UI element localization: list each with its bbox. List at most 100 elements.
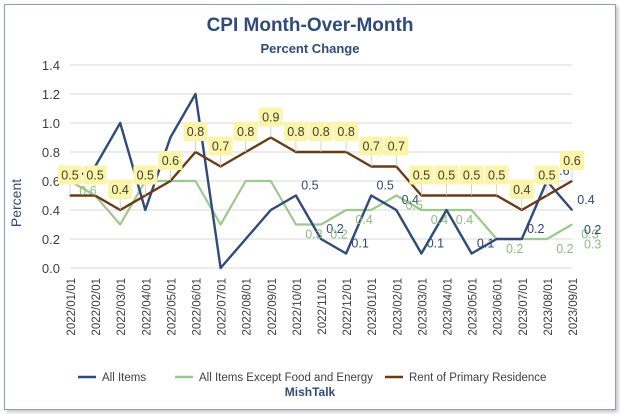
data-point	[119, 122, 121, 124]
data-point	[295, 223, 297, 226]
label-highlight	[83, 165, 108, 185]
data-point	[119, 223, 121, 226]
x-tick-label: 2022/10/01	[292, 278, 304, 336]
label-highlight	[58, 165, 82, 185]
x-tick-label: 2022/04/01	[141, 278, 153, 336]
y-tick-label: 0.4	[42, 203, 60, 218]
data-point	[144, 209, 147, 211]
data-label: 0.7	[212, 140, 229, 154]
data-label: 0.4	[456, 213, 473, 227]
y-tick-labels: 0.0 0.2 0.4 0.6 0.8 1.0 1.2 1.4	[42, 58, 60, 276]
data-label: 0.5	[463, 169, 480, 183]
data-label: 0.6	[79, 184, 96, 198]
label-highlight	[359, 136, 384, 156]
label-highlight	[434, 165, 459, 185]
x-tick-label: 2023/03/01	[417, 278, 429, 336]
data-point	[470, 209, 473, 211]
data-label: 0.5	[301, 179, 318, 193]
data-point	[244, 180, 247, 182]
legend: All Items All Items Except Food and Energ…	[78, 372, 546, 384]
data-label: 0.2	[330, 228, 347, 242]
label-highlight	[258, 107, 283, 127]
label-highlight	[133, 165, 158, 185]
y-axis-title: Percent	[8, 179, 24, 227]
data-label: 0.3	[305, 228, 322, 242]
data-point	[571, 209, 573, 211]
data-label: 0.8	[337, 125, 354, 139]
legend-label: Rent of Primary Residence	[409, 372, 546, 384]
data-label: 0.1	[477, 237, 494, 251]
label-highlight	[560, 151, 584, 170]
x-tick-label: 2023/09/01	[568, 278, 580, 336]
source-label: MishTalk	[285, 385, 336, 399]
data-label: 0.4	[431, 213, 448, 227]
data-point	[345, 252, 347, 255]
chart-title: CPI Month-Over-Month	[207, 15, 414, 36]
data-point	[194, 180, 197, 182]
x-tick-label: 2023/08/01	[543, 278, 555, 336]
data-label: 0.4	[355, 213, 372, 227]
chart-subtitle: Percent Change	[261, 41, 360, 56]
data-point	[470, 252, 473, 255]
data-label: 0.2	[556, 242, 573, 256]
data-label: 0.5	[413, 169, 430, 183]
data-point	[571, 223, 573, 226]
data-label: 0.3	[584, 238, 601, 252]
y-tick-label: 0.0	[42, 261, 60, 276]
x-tick-label: 2023/02/01	[392, 278, 404, 336]
data-point	[370, 194, 373, 197]
label-highlight	[534, 165, 559, 185]
label-highlight	[183, 122, 208, 141]
y-tick-label: 1.0	[42, 116, 60, 131]
data-label: 0.4	[112, 183, 129, 197]
y-tick-label: 1.4	[42, 58, 60, 73]
x-tick-labels: 2022/01/01 2022/02/01 2022/03/01 2022/04/01…	[66, 278, 580, 336]
label-highlight	[484, 165, 509, 185]
data-point	[521, 238, 523, 240]
data-label: 0.8	[312, 125, 329, 139]
label-highlight	[309, 122, 333, 141]
data-point	[270, 180, 272, 182]
label-highlight	[233, 122, 258, 141]
data-point	[445, 209, 448, 211]
y-tick-label: 0.2	[42, 232, 60, 247]
legend-label: All Items	[102, 372, 146, 384]
data-label: 0.9	[262, 111, 279, 125]
data-point	[219, 223, 222, 226]
data-point	[546, 238, 548, 240]
data-point	[219, 267, 222, 269]
data-label: 0.1	[351, 237, 368, 251]
data-point	[345, 209, 347, 211]
label-highlight	[208, 136, 233, 156]
x-tick-label: 2023/07/01	[518, 278, 530, 336]
label-highlight	[108, 180, 133, 199]
data-point	[320, 223, 322, 226]
data-point	[495, 238, 498, 240]
x-tick-label: 2022/01/01	[66, 278, 78, 336]
legend-label: All Items Except Food and Energy	[199, 372, 373, 384]
x-tick-label: 2023/06/01	[493, 278, 505, 336]
data-label: 0.2	[584, 223, 601, 237]
data-point	[370, 209, 373, 211]
data-label: 0.7	[388, 140, 405, 154]
x-tick-label: 2023/01/01	[367, 278, 379, 336]
data-label: 0.5	[438, 169, 455, 183]
data-label: 0.5	[137, 169, 154, 183]
label-highlight	[384, 136, 409, 156]
data-label: 0.4	[577, 193, 594, 207]
data-label: 0.8	[237, 125, 254, 139]
data-point	[169, 136, 172, 139]
data-label: 0.1	[427, 237, 444, 251]
data-point	[244, 238, 247, 240]
data-label: 0.8	[287, 125, 304, 139]
x-tick-label: 2022/07/01	[217, 278, 229, 336]
data-point	[420, 252, 423, 255]
label-highlight	[459, 165, 484, 185]
data-point	[395, 194, 398, 197]
data-labels: 0.60.50.20.10.50.40.10.10.20.60.40.60.30…	[58, 107, 601, 256]
data-label: 0.2	[527, 222, 544, 236]
data-label: 0.5	[86, 169, 103, 183]
data-label: 0.7	[363, 140, 380, 154]
y-tick-label: 0.6	[42, 174, 60, 189]
